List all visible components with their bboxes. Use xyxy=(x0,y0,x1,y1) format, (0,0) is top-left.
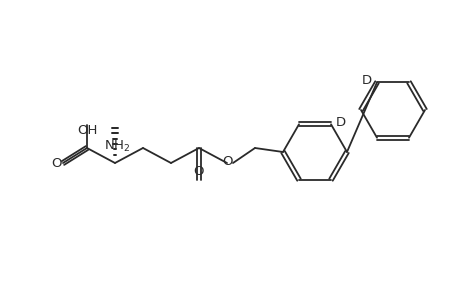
Text: D: D xyxy=(361,74,371,87)
Text: OH: OH xyxy=(77,124,97,137)
Text: O: O xyxy=(193,165,204,178)
Text: O: O xyxy=(51,157,62,169)
Text: NH$_2$: NH$_2$ xyxy=(104,139,130,154)
Text: O: O xyxy=(222,154,233,167)
Text: D: D xyxy=(335,116,345,129)
